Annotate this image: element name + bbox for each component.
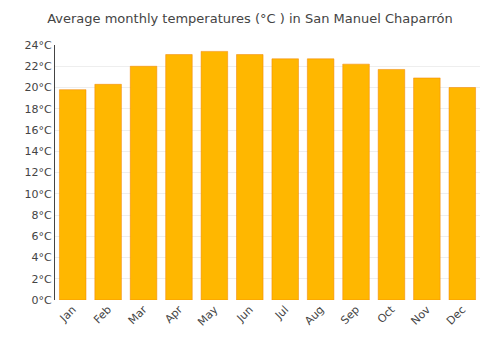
svg-text:2°C: 2°C: [32, 273, 52, 286]
svg-text:10°C: 10°C: [25, 188, 52, 201]
svg-text:16°C: 16°C: [25, 124, 52, 137]
svg-text:Nov: Nov: [409, 303, 434, 328]
svg-text:24°C: 24°C: [25, 39, 52, 52]
svg-text:12°C: 12°C: [25, 166, 52, 179]
svg-text:Sep: Sep: [338, 303, 362, 327]
svg-text:Average monthly temperatures (: Average monthly temperatures (°C ) in Sa…: [47, 11, 453, 26]
svg-text:Dec: Dec: [444, 303, 468, 327]
svg-text:22°C: 22°C: [25, 60, 52, 73]
svg-text:4°C: 4°C: [32, 251, 52, 264]
svg-text:6°C: 6°C: [32, 230, 52, 243]
svg-text:20°C: 20°C: [25, 81, 52, 94]
svg-text:14°C: 14°C: [25, 145, 52, 158]
svg-text:18°C: 18°C: [25, 103, 52, 116]
svg-text:Oct: Oct: [375, 303, 398, 326]
svg-text:Jan: Jan: [57, 303, 79, 325]
svg-text:0°C: 0°C: [32, 294, 52, 307]
svg-text:Aug: Aug: [302, 303, 326, 327]
svg-text:8°C: 8°C: [32, 209, 52, 222]
svg-text:May: May: [195, 303, 221, 329]
svg-text:Mar: Mar: [126, 303, 150, 327]
svg-text:Feb: Feb: [91, 303, 114, 326]
svg-text:Apr: Apr: [162, 303, 185, 326]
svg-text:Jul: Jul: [272, 303, 291, 322]
svg-text:Jun: Jun: [234, 303, 256, 325]
